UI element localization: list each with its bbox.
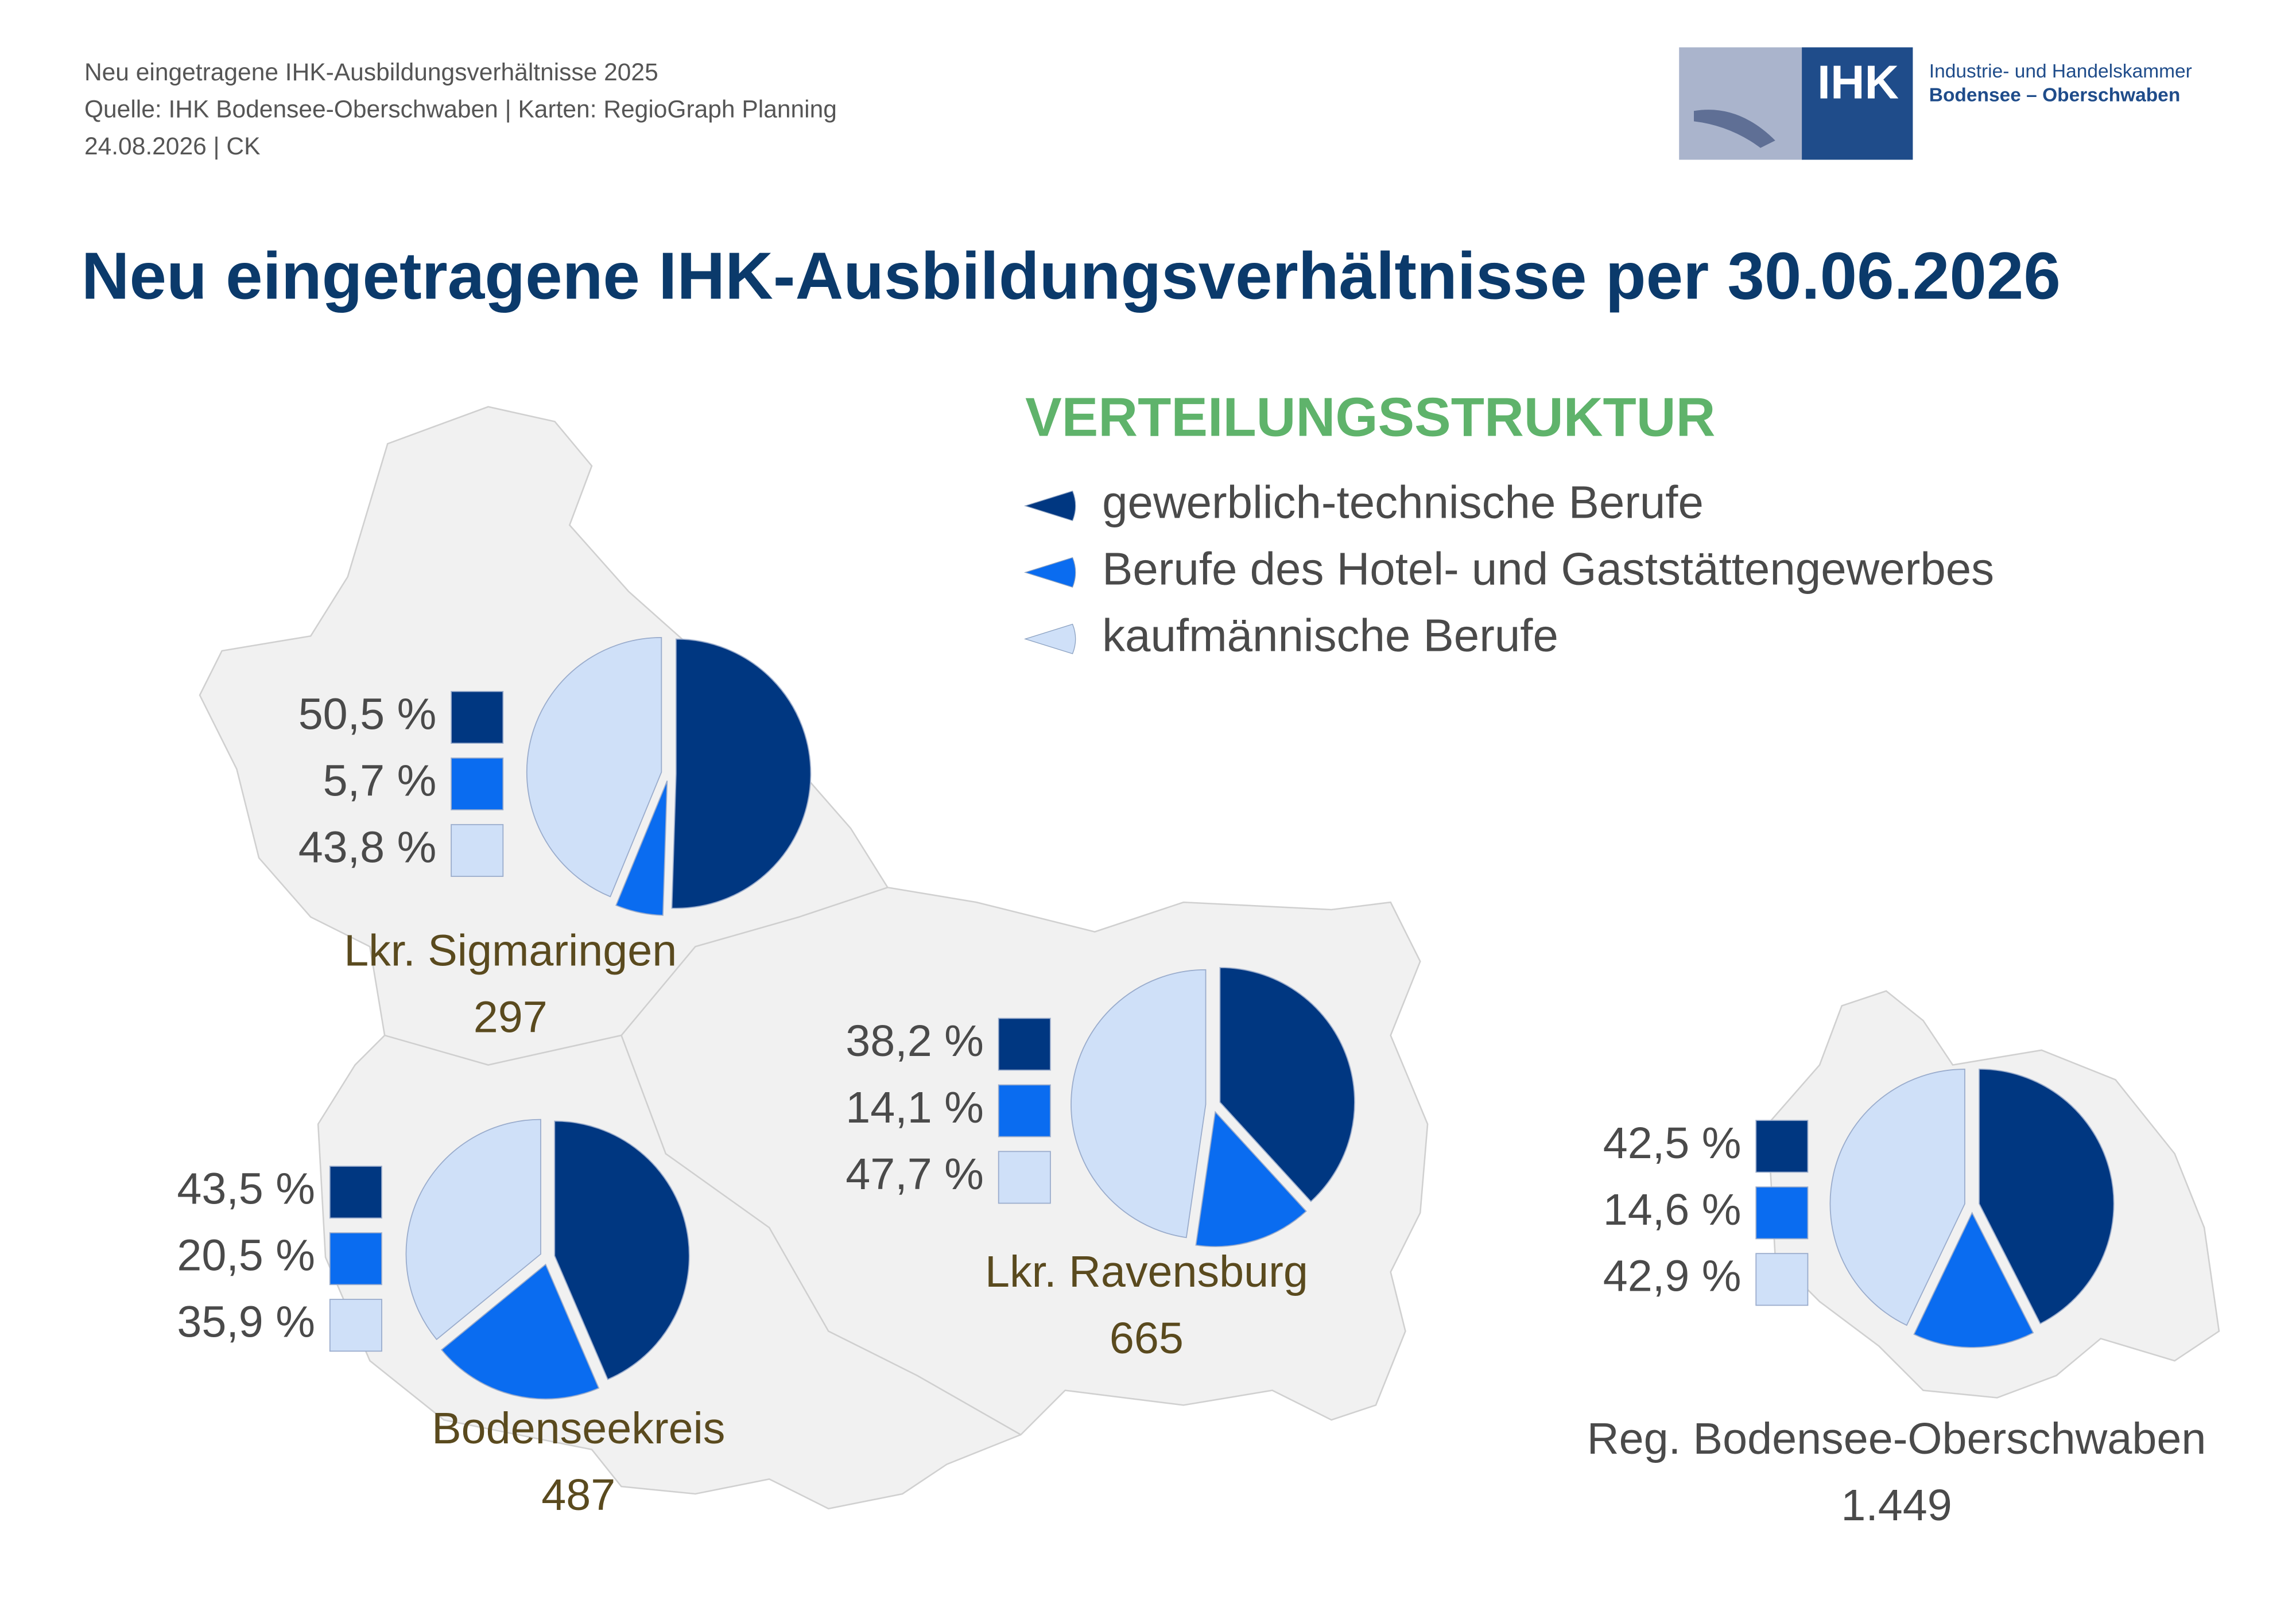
- legend-label: Berufe des Hotel- und Gaststättengewerbe…: [1102, 543, 1994, 594]
- color-swatch: [1755, 1120, 1809, 1173]
- region-total: 665: [1110, 1314, 1184, 1363]
- color-swatch: [1755, 1253, 1809, 1306]
- pie-slice: [441, 1263, 600, 1400]
- pie-slice: [1071, 969, 1207, 1238]
- logo-lake: [1693, 110, 1775, 148]
- pie-slice: [1979, 1069, 2115, 1325]
- value-label: 42,5 %: [1603, 1119, 1742, 1168]
- color-swatch: [1755, 1186, 1809, 1240]
- value-label: 14,1 %: [846, 1083, 984, 1132]
- value-label: 42,9 %: [1603, 1252, 1742, 1301]
- color-swatch: [329, 1166, 382, 1219]
- pie-slice: [1195, 1111, 1307, 1247]
- color-swatch: [329, 1232, 382, 1286]
- value-label: 43,5 %: [177, 1164, 315, 1214]
- legend-marker: [1023, 490, 1076, 521]
- value-label: 50,5 %: [298, 689, 437, 739]
- header-line: 24.08.2026 | CK: [84, 133, 261, 160]
- value-label: 43,8 %: [298, 822, 437, 872]
- value-label: 14,6 %: [1603, 1185, 1742, 1234]
- logo: IHK Industrie- und Handelskammer Bodense…: [1679, 47, 2192, 160]
- pie-slice: [526, 636, 662, 898]
- header-line: Neu eingetragene IHK-Ausbildungsverhältn…: [84, 59, 658, 86]
- pie-slice: [615, 781, 668, 916]
- value-label: 38,2 %: [846, 1016, 984, 1066]
- region-total: 1.449: [1841, 1481, 1952, 1530]
- color-swatch: [451, 757, 504, 810]
- color-swatch: [998, 1151, 1051, 1204]
- color-swatch: [451, 690, 504, 744]
- logo-org: Bodensee – Oberschwaben: [1929, 84, 2181, 106]
- logo-org: Industrie- und Handelskammer: [1929, 61, 2192, 82]
- logo-map: [1679, 47, 1804, 160]
- border-line: [384, 887, 888, 1066]
- value-label: 5,7 %: [323, 756, 437, 805]
- value-label: 35,9 %: [177, 1298, 315, 1347]
- color-swatch: [329, 1299, 382, 1352]
- region-total: 297: [474, 993, 548, 1042]
- region-name: Reg. Bodensee-Oberschwaben: [1587, 1414, 2206, 1463]
- legend-label: kaufmännische Berufe: [1102, 609, 1558, 661]
- legend-title: VERTEILUNGSSTRUKTUR: [1025, 387, 1715, 448]
- page-title: Neu eingetragene IHK-Ausbildungsverhältn…: [82, 238, 2061, 313]
- pie-slice: [1829, 1069, 1965, 1326]
- value-label: 47,7 %: [846, 1150, 984, 1199]
- value-label: 20,5 %: [177, 1231, 315, 1280]
- region-name: Bodenseekreis: [432, 1404, 725, 1453]
- pie-slice: [1913, 1212, 2034, 1348]
- color-swatch: [451, 824, 504, 877]
- color-swatch: [998, 1018, 1051, 1071]
- legend-label: gewerblich-technische Berufe: [1102, 477, 1704, 528]
- logo-text: IHK: [1817, 56, 1899, 108]
- legend-marker: [1023, 623, 1076, 654]
- legend-marker: [1023, 557, 1076, 588]
- header-line: Quelle: IHK Bodensee-Oberschwaben | Kart…: [84, 96, 837, 123]
- region-name: Lkr. Ravensburg: [985, 1247, 1308, 1296]
- pie-slice: [554, 1120, 690, 1380]
- pie-slice: [405, 1119, 541, 1341]
- map-borders: [384, 887, 1021, 1436]
- border-line: [620, 1035, 1021, 1436]
- pie-slice: [1219, 967, 1355, 1202]
- region-total: 487: [541, 1470, 615, 1520]
- pie-slice: [671, 638, 812, 909]
- logo-box: [1802, 47, 1913, 160]
- region-name: Lkr. Sigmaringen: [344, 926, 677, 976]
- color-swatch: [998, 1084, 1051, 1137]
